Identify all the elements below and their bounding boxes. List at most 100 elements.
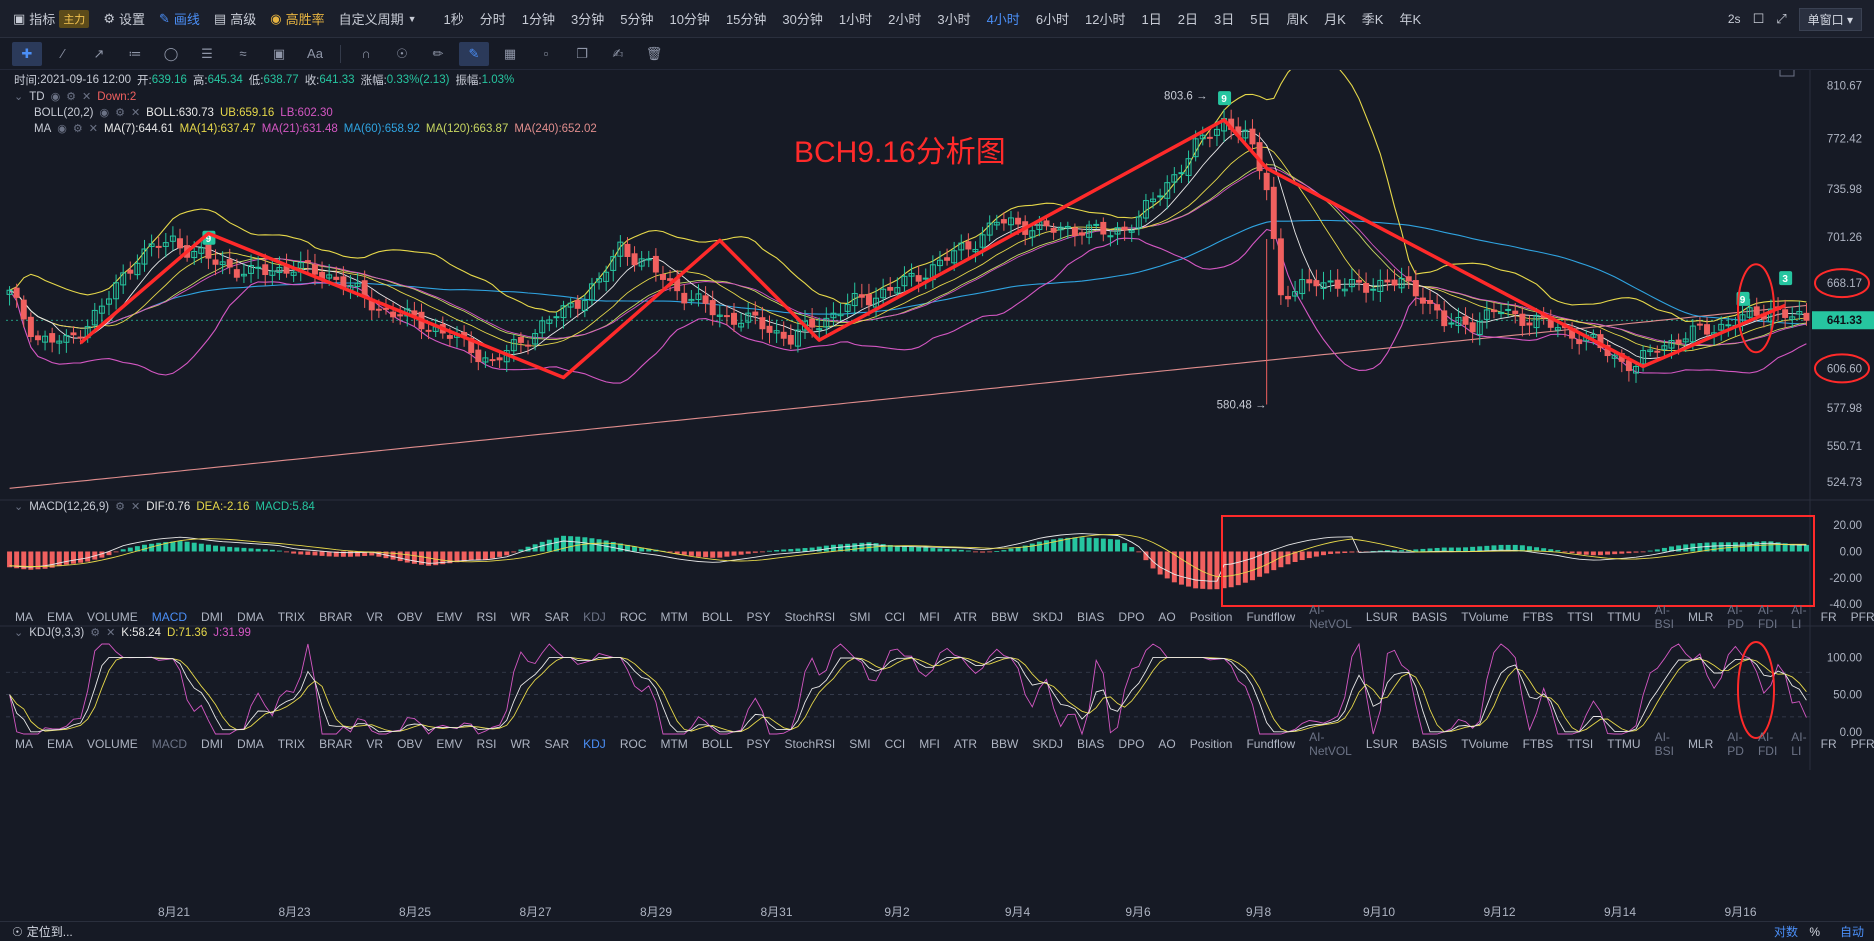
period-1[interactable]: 分时	[479, 12, 506, 27]
brush-icon[interactable]: ✎	[459, 41, 489, 66]
indicator-tab-8[interactable]: VR	[366, 737, 384, 751]
indicator-tab-3[interactable]: MACD	[151, 610, 188, 624]
indicator-tab-10[interactable]: EMV	[436, 610, 463, 624]
settings-button[interactable]: ⚙ 设置	[96, 7, 152, 31]
circle-tool-icon[interactable]: ◯	[163, 45, 179, 61]
period-19[interactable]: 月K	[1324, 12, 1346, 27]
indicator-tab-18[interactable]: PSY	[746, 610, 771, 624]
indicator-tab-30[interactable]: Fundflow	[1246, 610, 1296, 624]
indicator-tab-2[interactable]: VOLUME	[87, 737, 138, 751]
indicator-tab-41[interactable]: AI-FDI	[1757, 730, 1778, 758]
indicator-tab-31[interactable]: AI-NetVOL	[1309, 730, 1352, 758]
period-13[interactable]: 12小时	[1085, 12, 1126, 27]
edit-icon[interactable]: ✍	[612, 45, 624, 61]
indicator-tab-16[interactable]: MTM	[660, 610, 688, 624]
indicator-tab-34[interactable]: TVolume	[1461, 610, 1509, 624]
indicator-tab-26[interactable]: BIAS	[1077, 737, 1105, 751]
wave-tool-icon[interactable]: ≈	[239, 46, 247, 61]
window-mode-dropdown[interactable]: 单窗口 ▾	[1798, 7, 1862, 31]
indicator-tab-12[interactable]: WR	[510, 610, 531, 624]
indicator-tab-12[interactable]: WR	[510, 737, 531, 751]
clipboard-icon[interactable]: ▫	[543, 46, 549, 61]
eye-icon[interactable]: ◉	[50, 91, 61, 103]
indicator-tab-1[interactable]: EMA	[47, 610, 74, 624]
percent-toggle[interactable]: %	[1809, 924, 1820, 939]
indicator-tab-5[interactable]: DMA	[237, 737, 264, 751]
indicator-tab-17[interactable]: BOLL	[701, 737, 733, 751]
period-14[interactable]: 1日	[1141, 12, 1162, 27]
refresh-rate[interactable]: 2s	[1727, 12, 1741, 26]
ruler-icon[interactable]: ✏	[432, 45, 444, 61]
indicator-tab-36[interactable]: TTSI	[1567, 610, 1594, 624]
channel-tool-icon[interactable]: ≔	[128, 45, 142, 61]
indicator-tab-38[interactable]: AI-BSI	[1654, 603, 1674, 631]
lock-icon[interactable]: ☉	[396, 45, 408, 61]
indicator-tab-37[interactable]: TTMU	[1607, 610, 1641, 624]
indicator-tab-15[interactable]: ROC	[619, 610, 647, 624]
indicator-tab-31[interactable]: AI-NetVOL	[1309, 603, 1352, 631]
text-tool-icon[interactable]: Aa	[307, 46, 323, 61]
period-10[interactable]: 3小时	[937, 12, 971, 27]
indicator-tab-1[interactable]: EMA	[47, 737, 74, 751]
indicator-tab-10[interactable]: EMV	[436, 737, 463, 751]
indicator-tab-9[interactable]: OBV	[397, 610, 423, 624]
close-icon[interactable]: ✕	[130, 107, 141, 119]
indicator-tab-36[interactable]: TTSI	[1567, 737, 1594, 751]
indicator-tab-32[interactable]: LSUR	[1365, 737, 1398, 751]
indicator-tab-37[interactable]: TTMU	[1607, 737, 1641, 751]
chart-svg[interactable]: 810.67 772.42 735.98 701.26 668.17 606.60 577.…	[0, 56, 1874, 921]
indicator-tab-16[interactable]: MTM	[660, 737, 688, 751]
indicator-tab-35[interactable]: FTBS	[1522, 737, 1554, 751]
period-17[interactable]: 5日	[1250, 12, 1271, 27]
draw-button[interactable]: ✎ 画线	[152, 7, 207, 31]
crosshair-icon[interactable]: ✚	[12, 41, 42, 66]
indicator-tab-44[interactable]: PFR	[1850, 610, 1874, 624]
period-5[interactable]: 10分钟	[669, 12, 710, 27]
indicator-tab-40[interactable]: AI-PD	[1727, 730, 1744, 758]
indicator-tab-3[interactable]: MACD	[151, 737, 188, 751]
indicator-tab-19[interactable]: StochRSI	[784, 610, 836, 624]
collapse-icon[interactable]: ⌄	[14, 627, 24, 639]
period-7[interactable]: 30分钟	[782, 12, 823, 27]
indicator-tab-7[interactable]: BRAR	[319, 610, 353, 624]
indicator-tab-43[interactable]: FR	[1820, 737, 1837, 751]
collapse-icon[interactable]: ⌄	[14, 501, 24, 513]
indicator-tab-33[interactable]: BASIS	[1411, 610, 1448, 624]
indicator-tab-43[interactable]: FR	[1820, 610, 1837, 624]
indicator-tab-34[interactable]: TVolume	[1461, 737, 1509, 751]
indicator-tab-5[interactable]: DMA	[237, 610, 264, 624]
indicator-tab-23[interactable]: ATR	[953, 737, 978, 751]
indicator-tab-11[interactable]: RSI	[476, 737, 497, 751]
indicator-tab-25[interactable]: SKDJ	[1032, 610, 1064, 624]
period-11[interactable]: 4小时	[986, 12, 1020, 27]
close-icon[interactable]: ✕	[130, 501, 141, 513]
indicator-tab-2[interactable]: VOLUME	[87, 610, 138, 624]
indicator-tab-24[interactable]: BBW	[991, 610, 1019, 624]
indicator-tab-11[interactable]: RSI	[476, 610, 497, 624]
indicator-tab-13[interactable]: SAR	[544, 737, 570, 751]
fib-tool-icon[interactable]: ☰	[201, 45, 213, 61]
winrate-button[interactable]: ◉ 高胜率	[263, 7, 331, 31]
indicator-tab-32[interactable]: LSUR	[1365, 610, 1398, 624]
indicator-tab-29[interactable]: Position	[1189, 610, 1233, 624]
indicator-tab-27[interactable]: DPO	[1118, 610, 1145, 624]
indicator-tab-39[interactable]: MLR	[1687, 610, 1714, 624]
custom-period-dropdown[interactable]: 自定义周期 ▼	[332, 7, 424, 31]
trash-icon[interactable]: 🗑	[645, 45, 663, 61]
indicator-tab-20[interactable]: SMI	[849, 610, 871, 624]
expand-icon[interactable]: ⤢	[1776, 11, 1787, 26]
period-0[interactable]: 1秒	[443, 12, 464, 27]
period-15[interactable]: 2日	[1177, 12, 1198, 27]
chart-area[interactable]: 810.67 772.42 735.98 701.26 668.17 606.60 577.…	[0, 56, 1874, 941]
indicator-tab-15[interactable]: ROC	[619, 737, 647, 751]
period-8[interactable]: 1小时	[838, 12, 873, 27]
gear-icon[interactable]: ⚙	[115, 501, 125, 513]
indicator-tab-28[interactable]: AO	[1158, 737, 1176, 751]
magnet-icon[interactable]: ∩	[361, 46, 371, 61]
collapse-icon[interactable]: ⌄	[14, 91, 24, 103]
indicator-tab-14[interactable]: KDJ	[583, 737, 606, 751]
measure-tool-icon[interactable]: ▣	[272, 45, 286, 61]
locate-link[interactable]: 定位到...	[26, 925, 73, 939]
indicator-tab-13[interactable]: SAR	[544, 610, 570, 624]
indicator-tab-6[interactable]: TRIX	[277, 610, 306, 624]
